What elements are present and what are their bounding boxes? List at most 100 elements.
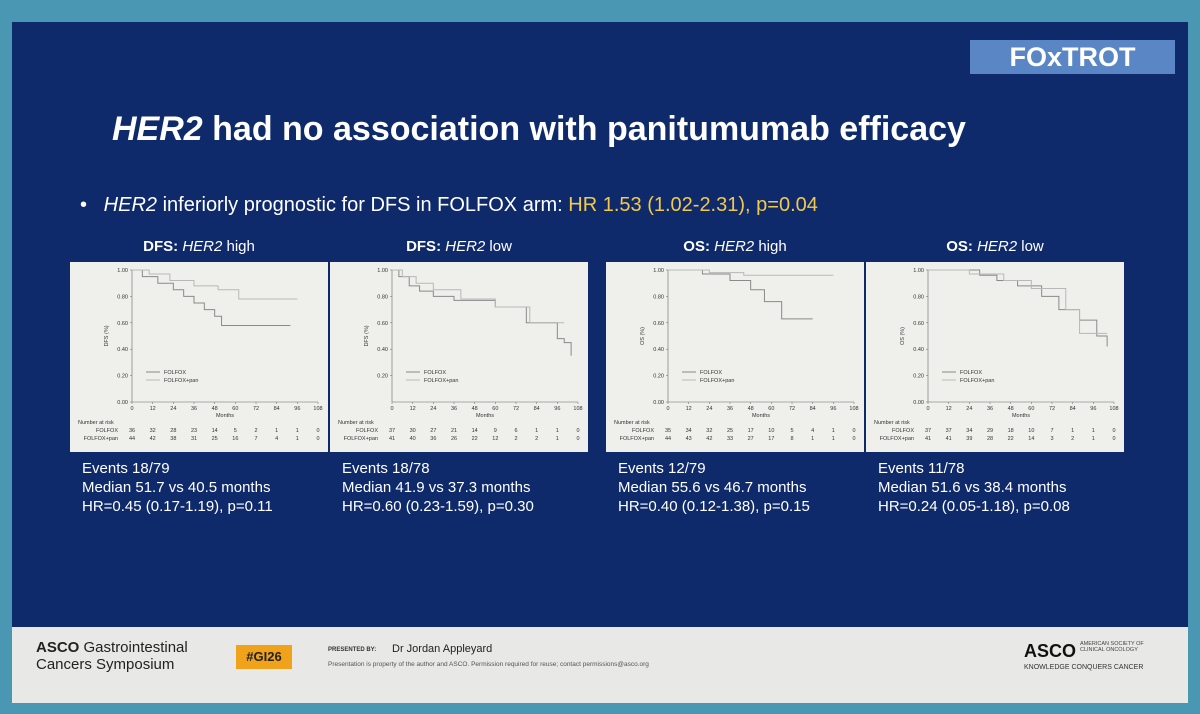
heading-bold: DFS: — [143, 238, 179, 255]
risk-value: 1 — [1092, 428, 1095, 434]
x-tick-label: 96 — [1090, 406, 1096, 412]
risk-value: 22 — [1008, 436, 1014, 442]
risk-value: 1 — [535, 428, 538, 434]
risk-value: 1 — [296, 436, 299, 442]
km-panel: 0.00 0.20 0.40 0.60 0.80 1.00 OS (%) 0 12 24 36 48 6… — [606, 262, 864, 452]
heading-italic: HER2 — [714, 238, 755, 255]
risk-value: 9 — [494, 428, 497, 434]
panel-stats: Events 18/79 Median 51.7 vs 40.5 months HR… — [82, 459, 273, 516]
risk-value: 0 — [576, 428, 579, 434]
risk-value: 2 — [514, 436, 517, 442]
x-tick-label: 48 — [212, 406, 218, 412]
legend-label: FOLFOX+pan — [164, 378, 198, 384]
stat-events: Events 11/78 — [878, 460, 965, 477]
panel-stats: Events 11/78 Median 51.6 vs 38.4 months HR… — [878, 459, 1070, 516]
x-tick-label: 96 — [554, 406, 560, 412]
risk-value: 0 — [316, 428, 319, 434]
bullet: • HER2 inferiorly prognostic for DFS in … — [80, 194, 818, 216]
footer: ASCO Gastrointestinal Cancers Symposium #… — [12, 627, 1188, 703]
x-tick-label: 24 — [706, 406, 712, 412]
y-tick-label: 0.80 — [653, 294, 664, 300]
y-axis-label: OS (%) — [640, 327, 646, 345]
panel-stats: Events 18/78 Median 41.9 vs 37.3 months HR… — [342, 459, 534, 516]
heading-italic: HER2 — [182, 238, 223, 255]
risk-label: FOLFOX+pan — [344, 436, 378, 442]
y-tick-label: 0.40 — [653, 347, 664, 353]
risk-value: 5 — [234, 428, 237, 434]
risk-value: 1 — [556, 428, 559, 434]
risk-value: 39 — [966, 436, 972, 442]
x-tick-label: 60 — [492, 406, 498, 412]
x-axis-label: Months — [752, 413, 770, 419]
legend-label: FOLFOX+pan — [424, 378, 458, 384]
heading-rest: high — [222, 238, 255, 255]
org-full: AMERICAN SOCIETY OF CLINICAL ONCOLOGY — [1080, 641, 1144, 653]
stat-median: Median 51.7 vs 40.5 months — [82, 479, 271, 496]
risk-value: 12 — [492, 436, 498, 442]
bullet-highlight: HR 1.53 (1.02-2.31), p=0.04 — [568, 194, 818, 216]
stat-hr: HR=0.45 (0.17-1.19), p=0.11 — [82, 498, 273, 515]
risk-value: 41 — [389, 436, 395, 442]
risk-value: 7 — [254, 436, 257, 442]
y-tick-label: 0.20 — [377, 374, 388, 380]
risk-value: 14 — [1028, 436, 1034, 442]
risk-label: FOLFOX+pan — [880, 436, 914, 442]
y-tick-label: 0.00 — [653, 400, 664, 406]
panel-heading: DFS: HER2 low — [330, 238, 588, 255]
y-axis-label: DFS (%) — [364, 325, 370, 346]
stat-median: Median 41.9 vs 37.3 months — [342, 479, 531, 496]
risk-value: 7 — [1050, 428, 1053, 434]
stat-median: Median 51.6 vs 38.4 months — [878, 479, 1067, 496]
y-tick-label: 1.00 — [377, 268, 388, 274]
risk-value: 1 — [1092, 436, 1095, 442]
risk-title: Number at risk — [338, 420, 374, 426]
x-tick-label: 60 — [232, 406, 238, 412]
x-tick-label: 0 — [926, 406, 929, 412]
risk-value: 44 — [665, 436, 671, 442]
risk-value: 32 — [706, 428, 712, 434]
risk-value: 17 — [768, 436, 774, 442]
x-axis-label: Months — [476, 413, 494, 419]
logo: FOxTROT — [970, 40, 1175, 74]
y-tick-label: 1.00 — [117, 268, 128, 274]
risk-value: 0 — [576, 436, 579, 442]
stat-median: Median 55.6 vs 46.7 months — [618, 479, 807, 496]
risk-value: 1 — [275, 428, 278, 434]
y-tick-label: 0.80 — [377, 294, 388, 300]
y-tick-label: 0.00 — [117, 400, 128, 406]
risk-value: 0 — [1112, 436, 1115, 442]
x-tick-label: 36 — [451, 406, 457, 412]
risk-value: 2 — [535, 436, 538, 442]
risk-value: 37 — [389, 428, 395, 434]
y-tick-label: 0.80 — [913, 294, 924, 300]
risk-value: 3 — [1050, 436, 1053, 442]
risk-title: Number at risk — [78, 420, 114, 426]
risk-value: 18 — [1008, 428, 1014, 434]
y-tick-label: 0.60 — [653, 321, 664, 327]
stat-events: Events 18/79 — [82, 460, 170, 477]
x-tick-label: 72 — [253, 406, 259, 412]
heading-bold: OS: — [683, 238, 710, 255]
title-rest: had no association with panitumumab effi… — [202, 110, 966, 148]
legend-label: FOLFOX — [960, 370, 982, 376]
presenter: Dr Jordan Appleyard — [392, 643, 493, 655]
risk-value: 1 — [1071, 428, 1074, 434]
km-panel: 0.00 0.20 0.40 0.60 0.80 1.00 OS (%) 0 12 24 36 48 6… — [866, 262, 1124, 452]
risk-value: 4 — [275, 436, 278, 442]
risk-value: 23 — [191, 428, 197, 434]
risk-title: Number at risk — [874, 420, 910, 426]
heading-bold: DFS: — [406, 238, 442, 255]
legend-label: FOLFOX — [424, 370, 446, 376]
risk-title: Number at risk — [614, 420, 650, 426]
stat-hr: HR=0.40 (0.12-1.38), p=0.15 — [618, 498, 810, 515]
y-tick-label: 1.00 — [653, 268, 664, 274]
risk-value: 42 — [150, 436, 156, 442]
y-tick-label: 0.20 — [117, 374, 128, 380]
heading-rest: low — [485, 238, 512, 255]
risk-value: 32 — [150, 428, 156, 434]
risk-label: FOLFOX — [632, 428, 654, 434]
org: ASCO — [1024, 641, 1077, 661]
stat-hr: HR=0.24 (0.05-1.18), p=0.08 — [878, 498, 1070, 515]
